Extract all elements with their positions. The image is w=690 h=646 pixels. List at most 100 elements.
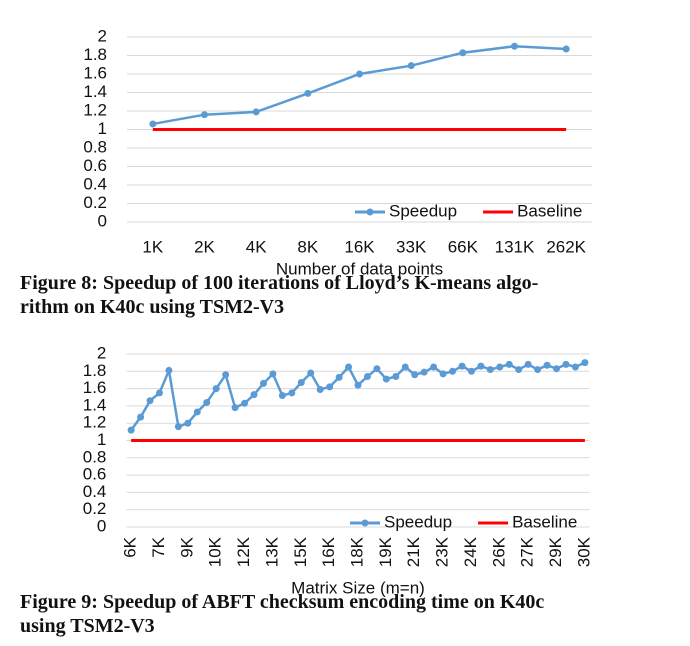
point <box>165 366 173 374</box>
x-tick-label: 9K <box>177 536 196 557</box>
point <box>430 363 438 371</box>
y-tick-label: 0.4 <box>83 174 107 193</box>
caption-line: rithm on K40c using TSM2-V3 <box>20 296 285 318</box>
point <box>307 369 315 377</box>
point <box>511 42 518 50</box>
legend-label: Speedup <box>384 512 452 531</box>
x-tick-label: 27K <box>518 536 537 567</box>
point <box>193 408 201 416</box>
point <box>297 379 305 387</box>
point <box>581 359 589 367</box>
x-tick-label: 7K <box>149 536 168 557</box>
x-tick-label: 29K <box>546 536 565 567</box>
point <box>543 361 551 369</box>
point <box>184 419 192 427</box>
x-tick-label: 30K <box>574 536 593 567</box>
point <box>459 49 467 57</box>
point <box>458 362 466 370</box>
x-tick-label: 13K <box>262 536 281 567</box>
point <box>326 383 334 391</box>
x-tick-label: 8K <box>297 237 318 256</box>
x-tick-label: 24K <box>461 536 480 567</box>
x-tick-label: 6K <box>121 536 140 557</box>
point <box>373 365 381 373</box>
point <box>316 385 324 393</box>
point <box>288 389 296 397</box>
y-tick-label: 1.8 <box>83 361 107 380</box>
x-tick-label: 66K <box>448 237 479 256</box>
point <box>231 404 239 412</box>
y-tick-label: 0 <box>97 516 106 535</box>
x-tick-label: 2K <box>194 237 215 256</box>
caption-1: Figure 8: Speedup of 100 iterations of L… <box>20 271 538 319</box>
point <box>278 392 286 400</box>
point <box>515 366 523 374</box>
point <box>401 363 409 371</box>
y-tick-label: 0 <box>98 211 107 230</box>
x-tick-label: 131K <box>495 237 535 256</box>
x-axis-label: Number of data points <box>276 259 443 278</box>
point <box>201 111 208 119</box>
point <box>486 366 494 374</box>
point <box>382 375 390 383</box>
y-tick-label: 1.8 <box>83 45 107 64</box>
y-tick-label: 0.2 <box>83 193 107 212</box>
x-tick-label: 10K <box>206 536 225 567</box>
point <box>354 381 362 389</box>
y-tick-label: 2 <box>97 343 106 362</box>
x-tick-label: 4K <box>246 237 267 256</box>
point <box>269 370 277 378</box>
legend-marker <box>366 208 374 216</box>
x-tick-label: 23K <box>433 536 452 567</box>
y-tick-label: 0.6 <box>83 465 107 484</box>
point <box>356 70 363 78</box>
y-tick-label: 0.8 <box>83 137 107 156</box>
point <box>439 370 447 378</box>
caption-line: Figure 9: Speedup of ABFT checksum encod… <box>20 591 545 613</box>
x-tick-label: 16K <box>344 237 375 256</box>
point <box>534 366 542 374</box>
point <box>420 368 428 376</box>
x-tick-label: 19K <box>376 536 395 567</box>
x-tick-label: 12K <box>234 536 253 567</box>
legend-label: Baseline <box>512 512 577 531</box>
caption-line: Figure 8: Speedup of 100 iterations of L… <box>20 272 539 294</box>
point <box>222 371 230 379</box>
x-tick-label: 1K <box>142 237 163 256</box>
y-tick-label: 1.4 <box>83 395 107 414</box>
caption-line: using TSM2-V3 <box>20 615 155 637</box>
point <box>553 365 561 373</box>
point <box>155 389 163 397</box>
y-tick-label: 1 <box>97 430 106 449</box>
point <box>392 372 400 380</box>
point <box>477 362 485 370</box>
point <box>212 385 220 393</box>
x-tick-label: 26K <box>489 536 508 567</box>
point <box>304 89 312 97</box>
point <box>363 372 371 380</box>
legend-marker <box>361 519 369 527</box>
x-tick-label: 21K <box>404 536 423 567</box>
point <box>562 360 570 368</box>
y-tick-label: 0.2 <box>83 499 107 518</box>
point <box>524 360 532 368</box>
point <box>241 399 249 407</box>
point <box>250 391 258 399</box>
y-tick-label: 1.2 <box>83 413 107 432</box>
point <box>467 367 475 375</box>
x-tick-label: 33K <box>396 237 427 256</box>
x-tick-label: 18K <box>347 536 366 567</box>
x-tick-label: 15K <box>291 536 310 567</box>
y-tick-label: 1.6 <box>83 378 107 397</box>
y-tick-label: 2 <box>98 26 107 45</box>
legend-label: Speedup <box>389 201 457 220</box>
point <box>411 371 419 379</box>
point <box>174 423 182 431</box>
x-tick-label: 16K <box>319 536 338 567</box>
point <box>449 367 457 375</box>
point <box>149 120 157 128</box>
y-tick-label: 0.6 <box>83 156 107 175</box>
legend-label: Baseline <box>517 201 582 220</box>
